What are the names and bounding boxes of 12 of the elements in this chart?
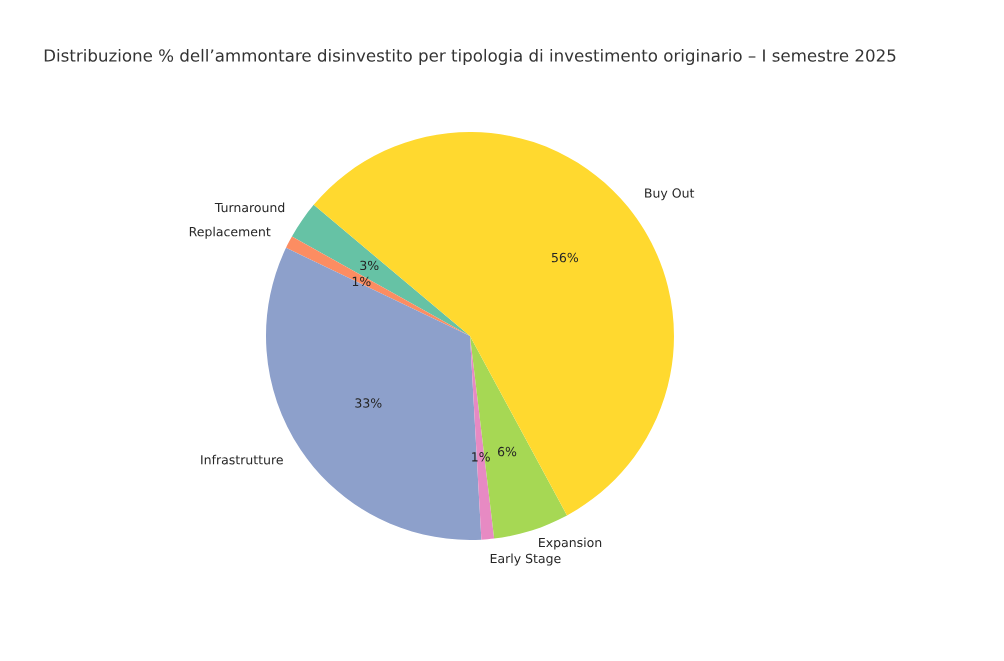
data-label: 3% (360, 260, 379, 271)
data-label: 33% (355, 398, 382, 408)
data-label: 56% (551, 252, 579, 263)
slice-label: Expansion (539, 537, 602, 550)
data-label: 1% (352, 276, 371, 287)
slice-label: Buy Out (645, 188, 695, 201)
slice-label: Turnaround (214, 202, 285, 213)
chart-title: Distribuzione % dell’ammontare disinvestito per tipologia di investimento originario – I semestre 2025 (44, 48, 896, 66)
slice-label: Replacement (189, 226, 271, 239)
data-label: 6% (497, 446, 517, 457)
slice-label: Infrastrutture (201, 454, 283, 465)
slice-label: Early Stage (490, 553, 561, 566)
